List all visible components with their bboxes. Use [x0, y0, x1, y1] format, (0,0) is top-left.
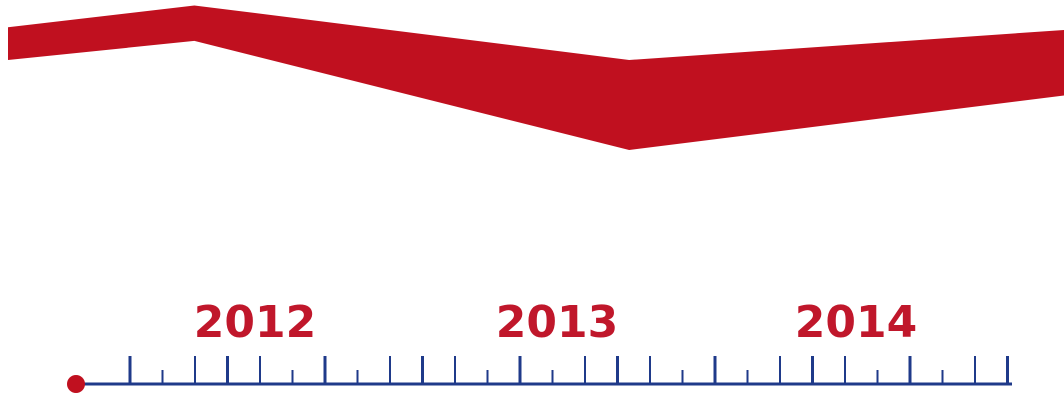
- year-label-2014: 2014: [795, 297, 917, 348]
- timeline-ticks: [128, 356, 1009, 384]
- year-label-2013: 2013: [496, 297, 618, 348]
- year-label-2012: 2012: [194, 297, 316, 348]
- trend-band: [8, 5, 1064, 151]
- timeline-start-marker: [67, 375, 85, 393]
